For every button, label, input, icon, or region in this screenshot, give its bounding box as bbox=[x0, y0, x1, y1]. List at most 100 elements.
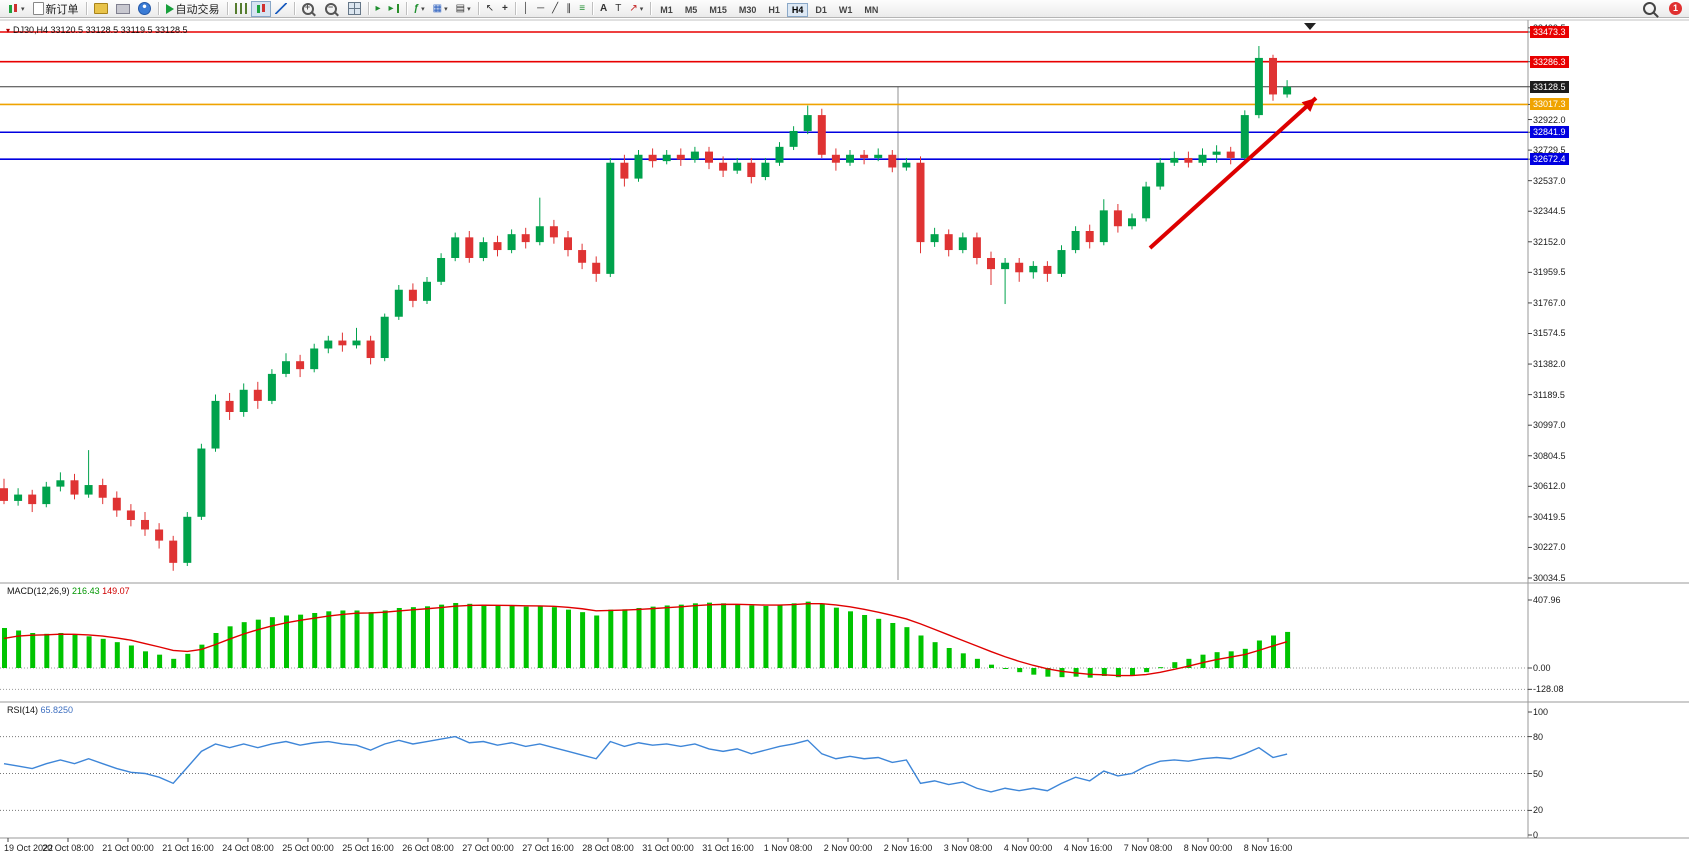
fibonacci-button[interactable]: ≡ bbox=[575, 1, 589, 17]
new-order-label: 新订单 bbox=[45, 3, 79, 16]
macd-label: MACD(12,26,9) 216.43 149.07 bbox=[7, 586, 130, 596]
time-axis-label: 8 Nov 16:00 bbox=[1243, 843, 1293, 853]
symbol-marker-icon: ▾ bbox=[6, 26, 11, 35]
new-order-button[interactable]: 新订单 bbox=[29, 1, 83, 17]
indicators-icon: ƒ bbox=[413, 2, 420, 14]
line-chart-mode-button[interactable] bbox=[271, 1, 291, 17]
time-axis-label: 31 Oct 00:00 bbox=[642, 843, 694, 853]
crosshair-button[interactable]: + bbox=[498, 1, 512, 17]
macd-main-value: 216.43 bbox=[72, 586, 100, 596]
timeframe-MN[interactable]: MN bbox=[859, 3, 883, 17]
chevron-down-icon: ▾ bbox=[467, 5, 471, 13]
info-icon bbox=[137, 2, 151, 15]
timeframe-W1[interactable]: W1 bbox=[834, 3, 858, 17]
time-axis-label: 28 Oct 08:00 bbox=[582, 843, 634, 853]
search-icon bbox=[1643, 2, 1656, 15]
templates-button[interactable]: ▤ ▾ bbox=[452, 1, 475, 17]
text-label-button[interactable]: T bbox=[611, 1, 625, 17]
price-axis-tick: 32152.0 bbox=[1533, 236, 1566, 247]
time-axis-label: 21 Oct 00:00 bbox=[102, 843, 154, 853]
timeframe-M30[interactable]: M30 bbox=[734, 3, 762, 17]
notification-badge[interactable]: 1 bbox=[1669, 2, 1682, 15]
tile-windows-button[interactable] bbox=[344, 1, 365, 17]
time-axis-label: 31 Oct 16:00 bbox=[702, 843, 754, 853]
rsi-axis-tick: 100 bbox=[1533, 707, 1549, 717]
cursor-button[interactable]: ↖ bbox=[482, 1, 498, 17]
price-axis-tick: 32344.5 bbox=[1533, 206, 1566, 217]
price-axis-tick: 32537.0 bbox=[1533, 175, 1566, 186]
new-chart-button[interactable]: ▾ bbox=[3, 1, 29, 17]
auto-scroll-button[interactable]: ▸ bbox=[372, 1, 385, 17]
periods-button[interactable]: ▦ ▾ bbox=[429, 1, 452, 17]
time-axis-label: 3 Nov 08:00 bbox=[943, 843, 993, 853]
indicators-button[interactable]: ƒ ▾ bbox=[410, 1, 429, 17]
toolbar-separator bbox=[477, 2, 479, 15]
horizontal-line-button[interactable]: ─ bbox=[533, 1, 548, 17]
chevron-down-icon: ▾ bbox=[421, 5, 425, 13]
toolbar-separator bbox=[405, 2, 407, 15]
channel-icon: ∥ bbox=[566, 2, 572, 14]
toolbar-separator bbox=[650, 2, 652, 15]
auto-trading-button[interactable]: 自动交易 bbox=[162, 1, 224, 17]
vertical-line-button[interactable]: │ bbox=[519, 1, 533, 17]
print-button[interactable] bbox=[112, 1, 134, 17]
macd-histogram bbox=[2, 601, 1291, 678]
text-icon: A bbox=[600, 2, 608, 14]
chart-shift-bar-icon bbox=[396, 4, 399, 13]
zoom-out-button[interactable]: − bbox=[321, 1, 344, 17]
auto-scroll-icon: ▸ bbox=[375, 2, 381, 14]
price-axis-tick: 30612.0 bbox=[1533, 481, 1566, 492]
rsi-axis-tick: 50 bbox=[1533, 768, 1544, 779]
symbol-info: ▾ DJ30,H4 33120.5 33128.5 33119.5 33128.5 bbox=[6, 25, 188, 35]
chart-shift-icon: ▸ bbox=[388, 2, 394, 14]
timeframe-H1[interactable]: H1 bbox=[763, 3, 785, 17]
candlestick-mode-button[interactable] bbox=[250, 0, 271, 17]
time-axis-label: 21 Oct 16:00 bbox=[162, 843, 214, 853]
price-axis-tick: 30804.5 bbox=[1533, 450, 1566, 461]
bar-chart-icon bbox=[234, 3, 247, 14]
chart-canvas[interactable] bbox=[0, 18, 1689, 862]
level-price-tag: 32841.9 bbox=[1530, 126, 1569, 139]
text-label-icon: T bbox=[615, 2, 622, 14]
toolbar-separator bbox=[85, 2, 87, 15]
price-axis-tick: 30034.5 bbox=[1533, 573, 1566, 583]
zoom-out-icon: − bbox=[324, 2, 337, 15]
price-axis-tick: 31189.5 bbox=[1533, 389, 1565, 400]
time-axis-label: 2 Nov 00:00 bbox=[823, 843, 873, 853]
time-axis-label: 7 Nov 08:00 bbox=[1123, 843, 1173, 853]
timeframe-D1[interactable]: D1 bbox=[810, 3, 832, 17]
trend-line-button[interactable]: ╱ bbox=[548, 1, 562, 17]
timeframe-M15[interactable]: M15 bbox=[704, 3, 732, 17]
new-order-icon bbox=[32, 2, 44, 15]
toolbar-separator bbox=[514, 2, 516, 15]
time-axis-label: 20 Oct 08:00 bbox=[42, 843, 94, 853]
info-button[interactable] bbox=[134, 1, 155, 17]
templates-icon: ▤ bbox=[455, 2, 466, 14]
macd-signal-line bbox=[3, 602, 1288, 677]
timeframe-M1[interactable]: M1 bbox=[655, 3, 678, 17]
chart-shift-button[interactable]: ▸ bbox=[385, 1, 403, 17]
timeframe-H4[interactable]: H4 bbox=[786, 2, 809, 17]
macd-axis-tick: -128.08 bbox=[1533, 684, 1564, 695]
price-axis-tick: 30227.0 bbox=[1533, 542, 1566, 553]
time-axis-label: 4 Nov 00:00 bbox=[1003, 843, 1053, 853]
bar-chart-mode-button[interactable] bbox=[231, 1, 251, 17]
candlestick-chart-icon bbox=[255, 3, 267, 15]
channel-button[interactable]: ∥ bbox=[562, 1, 575, 17]
chart-profiles-button[interactable] bbox=[90, 1, 112, 17]
timeframe-M5[interactable]: M5 bbox=[680, 3, 703, 17]
new-chart-icon bbox=[7, 3, 19, 15]
vertical-line-icon: │ bbox=[522, 2, 530, 14]
tile-windows-icon bbox=[347, 2, 361, 15]
price-axis-tick: 30419.5 bbox=[1533, 511, 1566, 522]
arrows-button[interactable]: ↗ ▾ bbox=[625, 1, 647, 17]
zoom-in-icon: + bbox=[301, 2, 314, 15]
toolbar-separator bbox=[293, 2, 295, 15]
zoom-in-button[interactable]: + bbox=[298, 1, 321, 17]
macd-axis-tick: 407.96 bbox=[1533, 594, 1561, 605]
search-button[interactable] bbox=[1639, 1, 1664, 17]
text-button[interactable]: A bbox=[596, 1, 611, 17]
time-axis-label: 27 Oct 16:00 bbox=[522, 843, 574, 853]
time-axis-label: 24 Oct 08:00 bbox=[222, 843, 274, 853]
